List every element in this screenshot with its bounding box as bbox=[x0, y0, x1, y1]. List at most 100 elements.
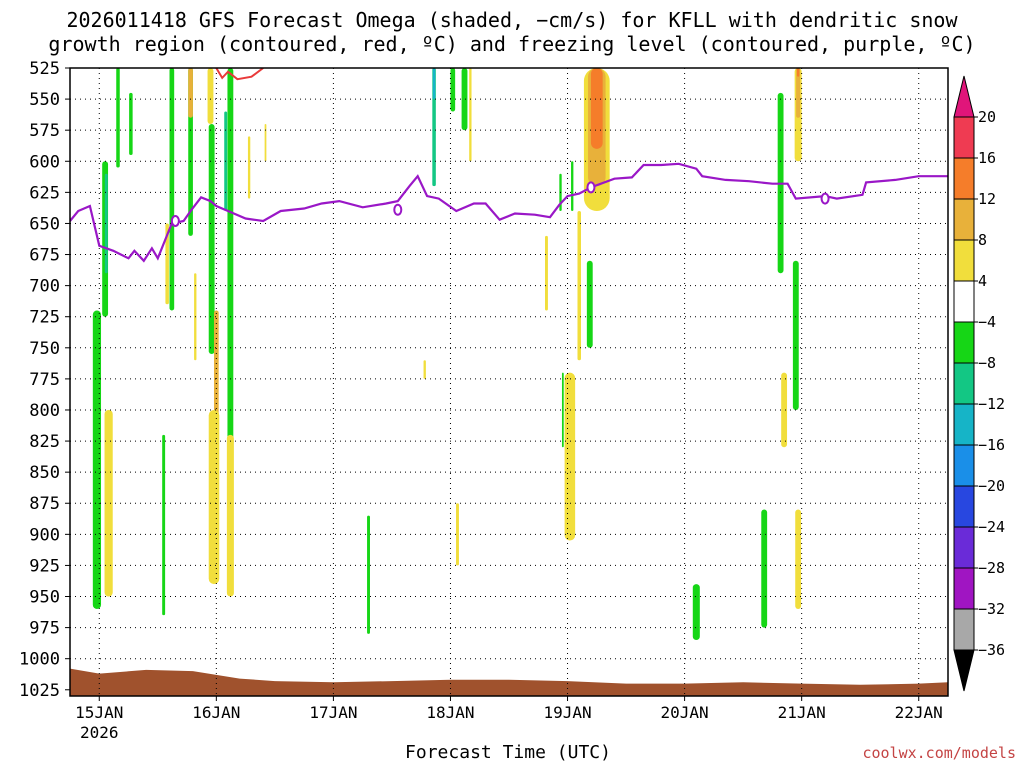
colorbar-level-12: −32 bbox=[978, 600, 1005, 618]
omega-region-46 bbox=[796, 68, 801, 118]
omega-region-19 bbox=[247, 136, 251, 199]
colorbar-level-0: 20 bbox=[978, 108, 996, 126]
colorbar-level-11: −28 bbox=[978, 559, 1005, 577]
colorbar-level-8: −16 bbox=[978, 436, 1005, 454]
colorbar-level-4: 4 bbox=[978, 272, 987, 290]
y-tick-label-700: 700 bbox=[29, 277, 60, 297]
omega-region-17 bbox=[208, 409, 220, 585]
colorbar-segment-4 bbox=[953, 280, 975, 323]
colorbar-segment-8 bbox=[953, 444, 975, 487]
omega-region-11 bbox=[188, 68, 193, 118]
colorbar-segment-3 bbox=[953, 239, 975, 282]
colorbar-segment-6 bbox=[953, 362, 975, 405]
omega-region-33 bbox=[577, 211, 581, 361]
y-tick-label-825: 825 bbox=[29, 432, 60, 452]
y-tick-label-725: 725 bbox=[29, 308, 60, 328]
colorbar-segment-1 bbox=[953, 157, 975, 200]
colorbar: 20 16 12 8 4 −4 −8 −12 −16 −20 −24 −28 −32 −36 bbox=[953, 75, 1005, 692]
y-tick-label-975: 975 bbox=[29, 619, 60, 639]
omega-region-40 bbox=[761, 509, 768, 628]
x-tick-label-21JAN: 21JAN bbox=[778, 703, 826, 722]
x-tick-label-15JAN: 15JAN bbox=[75, 703, 123, 722]
x-tick-label-16JAN: 16JAN bbox=[192, 703, 240, 722]
omega-region-44 bbox=[795, 509, 802, 609]
colorbar-segment-7 bbox=[953, 403, 975, 446]
omega-region-28 bbox=[367, 515, 370, 634]
omega-region-5 bbox=[104, 409, 113, 597]
y-tick-label-925: 925 bbox=[29, 556, 60, 576]
y-tick-label-950: 950 bbox=[29, 588, 60, 608]
freezing-level-label-1 bbox=[393, 203, 403, 216]
omega-region-32 bbox=[571, 161, 574, 212]
colorbar-level-2: 12 bbox=[978, 190, 996, 208]
credit-link[interactable]: coolwx.com/models bbox=[862, 744, 1016, 762]
colorbar-segment-10 bbox=[953, 526, 975, 569]
x-tick-label-19JAN: 19JAN bbox=[543, 703, 591, 722]
y-tick-label-1025: 1025 bbox=[19, 681, 60, 701]
colorbar-segment-11 bbox=[953, 567, 975, 610]
plot-frame bbox=[69, 67, 949, 697]
colorbar-level-3: 8 bbox=[978, 231, 987, 249]
omega-region-20 bbox=[264, 123, 267, 162]
plot-border bbox=[69, 67, 949, 697]
gridlines bbox=[70, 68, 948, 696]
y-tick-label-800: 800 bbox=[29, 401, 60, 421]
y-tick-label-600: 600 bbox=[29, 152, 60, 172]
x-tick-sublabel-15JAN: 2026 bbox=[80, 723, 119, 742]
omega-region-31 bbox=[561, 372, 564, 448]
colorbar-level-13: −36 bbox=[978, 641, 1005, 659]
chart-title-line-1: 2026011418 GFS Forecast Omega (shaded, −… bbox=[66, 8, 958, 32]
omega-region-0 bbox=[116, 68, 120, 168]
y-tick-label-550: 550 bbox=[29, 90, 60, 110]
colorbar-level-5: −4 bbox=[978, 313, 996, 331]
terrain-layer bbox=[70, 668, 948, 696]
omega-region-23 bbox=[450, 68, 456, 112]
colorbar-level-9: −20 bbox=[978, 477, 1005, 495]
omega-region-6 bbox=[165, 223, 169, 305]
x-tick-label-22JAN: 22JAN bbox=[895, 703, 943, 722]
omega-region-22 bbox=[456, 503, 459, 566]
y-tick-label-875: 875 bbox=[29, 494, 60, 514]
omega-region-18 bbox=[226, 434, 234, 597]
colorbar-level-7: −12 bbox=[978, 395, 1005, 413]
freezing-level-label-3 bbox=[820, 192, 830, 205]
x-axis-label: Forecast Time (UTC) bbox=[405, 742, 611, 763]
y-tick-label-750: 750 bbox=[29, 339, 60, 359]
omega-region-38 bbox=[590, 68, 603, 149]
freezing-level-label-0 bbox=[170, 214, 180, 227]
omega-region-21 bbox=[423, 360, 426, 379]
y-tick-label-575: 575 bbox=[29, 121, 60, 141]
y-tick-label-850: 850 bbox=[29, 463, 60, 483]
omega-region-7 bbox=[169, 68, 175, 311]
colorbar-level-1: 16 bbox=[978, 149, 996, 167]
x-tick-label-20JAN: 20JAN bbox=[661, 703, 709, 722]
y-tick-label-525: 525 bbox=[29, 59, 60, 79]
colorbar-level-6: −8 bbox=[978, 354, 996, 372]
omega-region-35 bbox=[586, 260, 593, 348]
omega-region-30 bbox=[544, 235, 548, 311]
x-tick-label-17JAN: 17JAN bbox=[309, 703, 357, 722]
omega-region-42 bbox=[792, 260, 799, 410]
y-tick-label-1000: 1000 bbox=[19, 650, 60, 670]
omega-region-1 bbox=[129, 92, 133, 156]
omega-region-12 bbox=[207, 68, 214, 124]
omega-shading-layer bbox=[92, 68, 802, 641]
omega-region-15 bbox=[227, 68, 234, 498]
y-tick-label-675: 675 bbox=[29, 246, 60, 266]
y-tick-label-775: 775 bbox=[29, 370, 60, 390]
colorbar-level-10: −24 bbox=[978, 518, 1005, 536]
omega-region-26 bbox=[461, 68, 468, 131]
omega-region-47 bbox=[796, 68, 800, 77]
omega-region-8 bbox=[162, 434, 166, 616]
colorbar-segment-5 bbox=[953, 321, 975, 364]
omega-region-25 bbox=[432, 68, 436, 100]
freezing-level-label-2 bbox=[586, 181, 596, 194]
contour-layer bbox=[70, 68, 948, 263]
colorbar-segment-12 bbox=[953, 608, 975, 651]
colorbar-bottom-arrow bbox=[953, 649, 975, 692]
omega-region-3 bbox=[92, 310, 102, 609]
colorbar-segment-9 bbox=[953, 485, 975, 528]
chart-title-line-2: growth region (contoured, red, ºC) and f… bbox=[48, 32, 976, 56]
